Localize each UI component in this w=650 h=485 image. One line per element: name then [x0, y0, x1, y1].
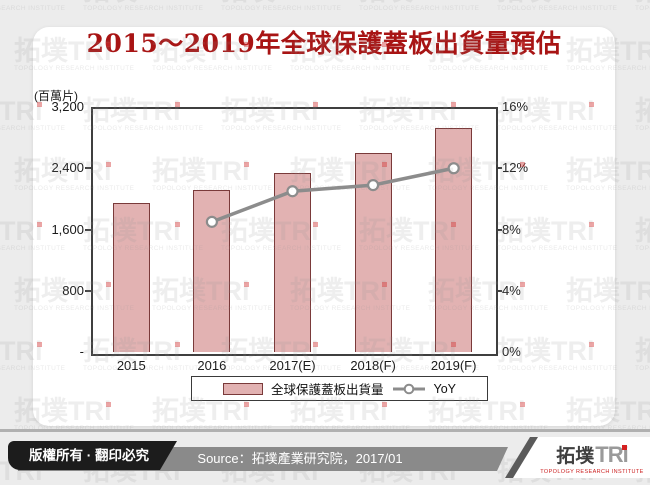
logo-latin-text: TRi — [595, 442, 628, 467]
logo-plate — [513, 437, 650, 478]
footer-divider — [0, 429, 650, 432]
y-axis-tick-mark — [85, 289, 91, 292]
legend-bar-swatch-icon — [223, 382, 263, 395]
y-axis-tick-label: 1,600 — [51, 221, 84, 237]
y-axis-tick-label: 2,400 — [51, 160, 84, 176]
y2-axis-tick-mark — [496, 228, 502, 231]
source-text: Source：拓墣產業研究院，2017/01 — [197, 451, 403, 466]
yoy-marker — [205, 215, 219, 228]
x-axis-tick-label: 2017(E) — [269, 358, 316, 373]
y2-axis-tick-label: 16% — [502, 99, 529, 114]
copyright-plate — [8, 441, 160, 470]
legend-bar-label: 全球保護蓋板出貨量 — [271, 383, 384, 397]
yoy-marker — [367, 178, 380, 192]
y2-axis-tick-mark — [496, 167, 502, 170]
y2-axis-tick-label: 12% — [502, 160, 529, 176]
x-axis-tick-label: 2019(F) — [430, 358, 477, 373]
y2-axis-tick-label: 8% — [502, 221, 521, 237]
plot-area — [91, 107, 498, 356]
y2-axis-tick-label: 4% — [502, 282, 521, 298]
yoy-marker — [286, 185, 299, 198]
source-bar-slant — [497, 447, 508, 471]
x-axis-tick-label: 2018(F) — [350, 358, 396, 373]
copyright-text: 版權所有 · 翻印必究 — [29, 448, 149, 463]
x-axis-tick-label: 2015 — [116, 358, 146, 373]
logo-cjk-text: 拓墣 — [556, 446, 595, 467]
y2-axis-tick-mark — [496, 289, 502, 292]
y2-axis-tick-label: 0% — [502, 344, 521, 359]
bar-2017(E) — [274, 172, 311, 352]
chart-title: 2015～2019年全球保護蓋板出貨量預估 — [86, 29, 562, 58]
yoy-line-series — [205, 162, 460, 228]
legend-line-label: YoY — [433, 381, 456, 396]
y-axis-tick-mark — [85, 167, 91, 170]
bar-2015 — [112, 202, 150, 352]
x-axis-tick-label: 2016 — [197, 358, 227, 373]
y-axis-tick-mark — [85, 228, 91, 231]
y-axis-unit-label: (百萬片) — [34, 89, 78, 103]
legend-box: 全球保護蓋板出貨量 YoY — [191, 376, 488, 401]
logo-red-dot-icon — [621, 445, 627, 450]
y-axis-tick-label: 800 — [62, 282, 84, 298]
yoy-marker — [447, 162, 460, 175]
y-axis-tick-label: 3,200 — [51, 99, 84, 114]
logo-subtitle: TOPOLOGY RESEARCH INSTITUTE — [540, 469, 644, 475]
y-axis-tick-label: - — [79, 344, 84, 359]
tri-logo: 拓墣 TRi TOPOLOGY RESEARCH INSTITUTE — [538, 439, 646, 477]
legend-line-marker-icon — [392, 383, 425, 394]
